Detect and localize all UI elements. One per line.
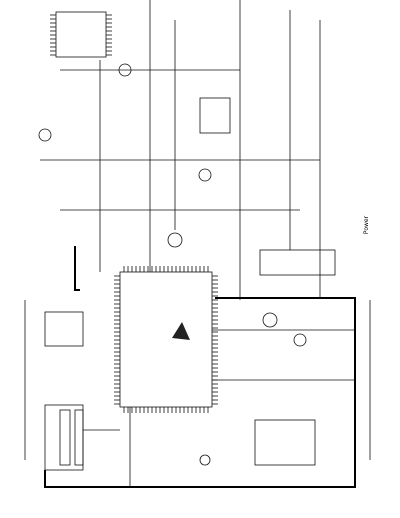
side-note: Power	[363, 215, 370, 234]
ic	[74, 409, 84, 466]
logo	[172, 322, 190, 340]
crystal	[167, 232, 183, 248]
trace	[74, 246, 80, 291]
ic	[254, 419, 316, 466]
ic	[59, 409, 71, 466]
connector	[44, 311, 84, 347]
ic	[55, 11, 107, 58]
board-edge	[44, 297, 356, 488]
transistor	[199, 454, 211, 466]
transistor	[262, 312, 278, 328]
ic	[259, 249, 336, 276]
transistor	[198, 168, 212, 182]
wiring	[24, 0, 371, 488]
transistor	[293, 333, 307, 347]
ic	[199, 97, 231, 134]
main-ic	[119, 271, 213, 408]
transistor	[38, 128, 52, 142]
